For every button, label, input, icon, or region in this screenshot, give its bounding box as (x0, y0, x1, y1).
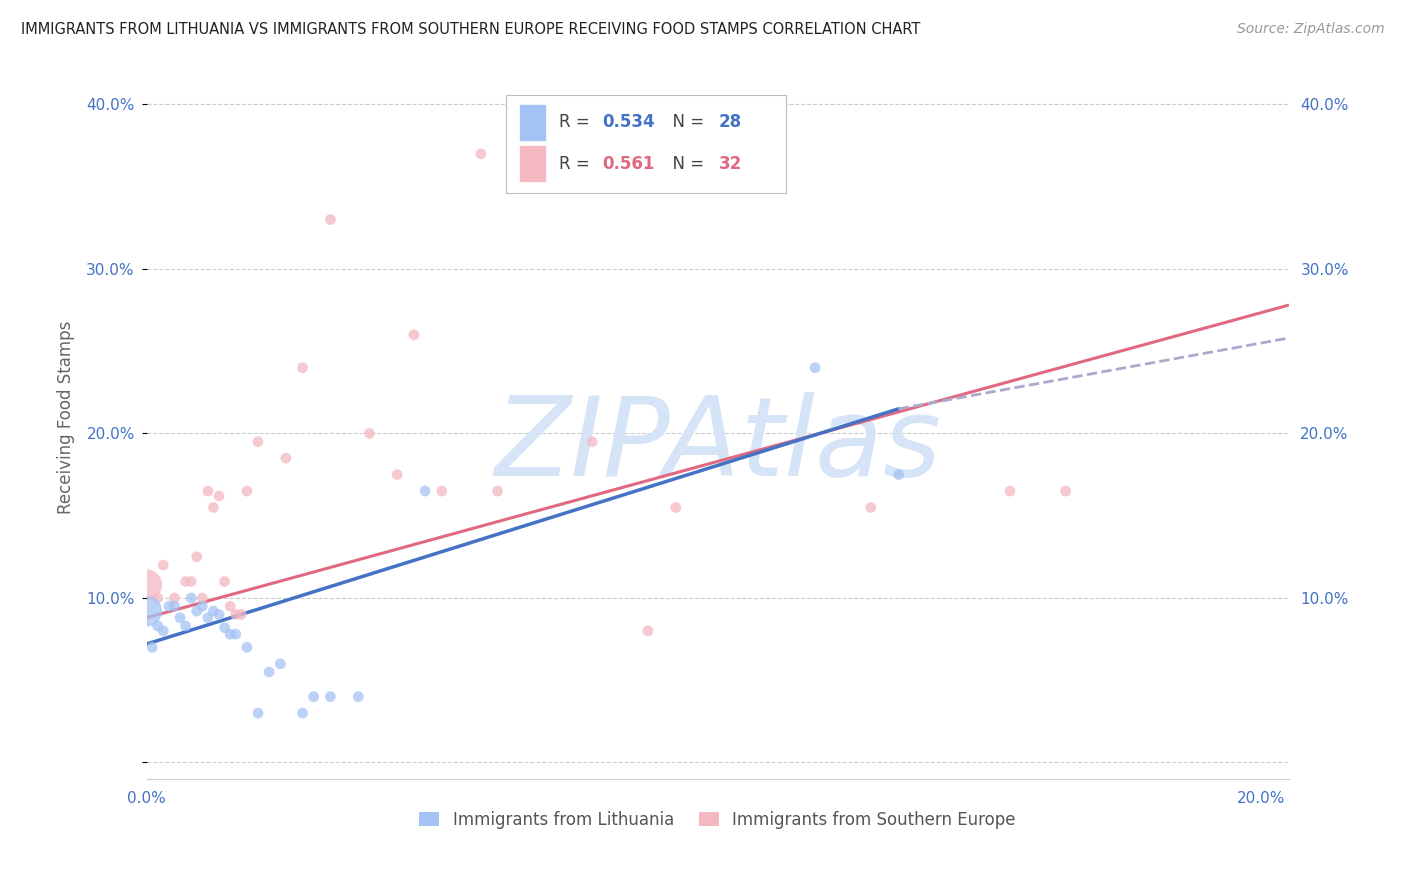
Point (247, 706, 270, 720)
Point (191, 599, 214, 614)
Text: N =: N = (662, 154, 709, 173)
Legend: Immigrants from Lithuania, Immigrants from Southern Europe: Immigrants from Lithuania, Immigrants fr… (413, 805, 1022, 836)
Point (291, 360, 314, 375)
Point (236, 640, 259, 655)
Point (859, 500, 882, 515)
Point (359, 426, 381, 441)
Point (197, 484, 219, 499)
Text: Source: ZipAtlas.com: Source: ZipAtlas.com (1237, 22, 1385, 37)
Point (174, 619, 197, 633)
Point (637, 624, 659, 638)
Point (219, 627, 242, 641)
FancyBboxPatch shape (506, 95, 786, 193)
Point (157, 599, 180, 614)
Point (1054, 484, 1077, 499)
Text: R =: R = (558, 113, 595, 131)
Point (430, 484, 453, 499)
Point (387, 467, 409, 482)
Point (231, 607, 253, 622)
Point (225, 627, 247, 641)
Text: 28: 28 (718, 113, 742, 131)
Point (319, 690, 342, 704)
Point (174, 574, 197, 589)
Text: IMMIGRANTS FROM LITHUANIA VS IMMIGRANTS FROM SOUTHERN EUROPE RECEIVING FOOD STAM: IMMIGRANTS FROM LITHUANIA VS IMMIGRANTS … (21, 22, 921, 37)
Point (470, 146, 492, 161)
Point (197, 611, 219, 625)
Point (186, 549, 208, 564)
Point (214, 621, 236, 635)
Point (402, 327, 425, 342)
Point (208, 489, 231, 503)
Text: 32: 32 (718, 154, 742, 173)
Point (413, 484, 436, 499)
Point (202, 500, 225, 515)
Point (152, 558, 174, 572)
Point (169, 611, 191, 625)
FancyBboxPatch shape (520, 146, 546, 181)
Point (319, 212, 342, 227)
Text: ZIPAtlas: ZIPAtlas (494, 392, 941, 500)
Text: 0.534: 0.534 (602, 113, 655, 131)
Point (274, 451, 297, 466)
Text: N =: N = (662, 113, 709, 131)
Point (247, 434, 270, 449)
Point (302, 690, 325, 704)
Point (163, 599, 186, 614)
Point (146, 591, 169, 605)
Point (225, 607, 247, 622)
Point (202, 604, 225, 618)
Point (152, 624, 174, 638)
Point (581, 434, 603, 449)
Point (998, 484, 1021, 499)
Point (135, 578, 157, 592)
Point (887, 467, 910, 482)
Point (191, 591, 214, 605)
Point (291, 706, 314, 720)
FancyBboxPatch shape (520, 105, 546, 140)
Point (141, 640, 163, 655)
Point (486, 484, 509, 499)
Y-axis label: Receiving Food Stamps: Receiving Food Stamps (58, 320, 75, 514)
Text: R =: R = (558, 154, 595, 173)
Point (214, 574, 236, 589)
Point (236, 484, 259, 499)
Point (257, 665, 280, 679)
Point (804, 360, 827, 375)
Text: 0.561: 0.561 (602, 154, 655, 173)
Point (219, 599, 242, 614)
Point (146, 619, 169, 633)
Point (665, 500, 688, 515)
Point (208, 607, 231, 622)
Point (135, 604, 157, 618)
Point (269, 657, 291, 671)
Point (347, 690, 370, 704)
Point (180, 574, 202, 589)
Point (163, 591, 186, 605)
Point (186, 604, 208, 618)
Point (180, 591, 202, 605)
